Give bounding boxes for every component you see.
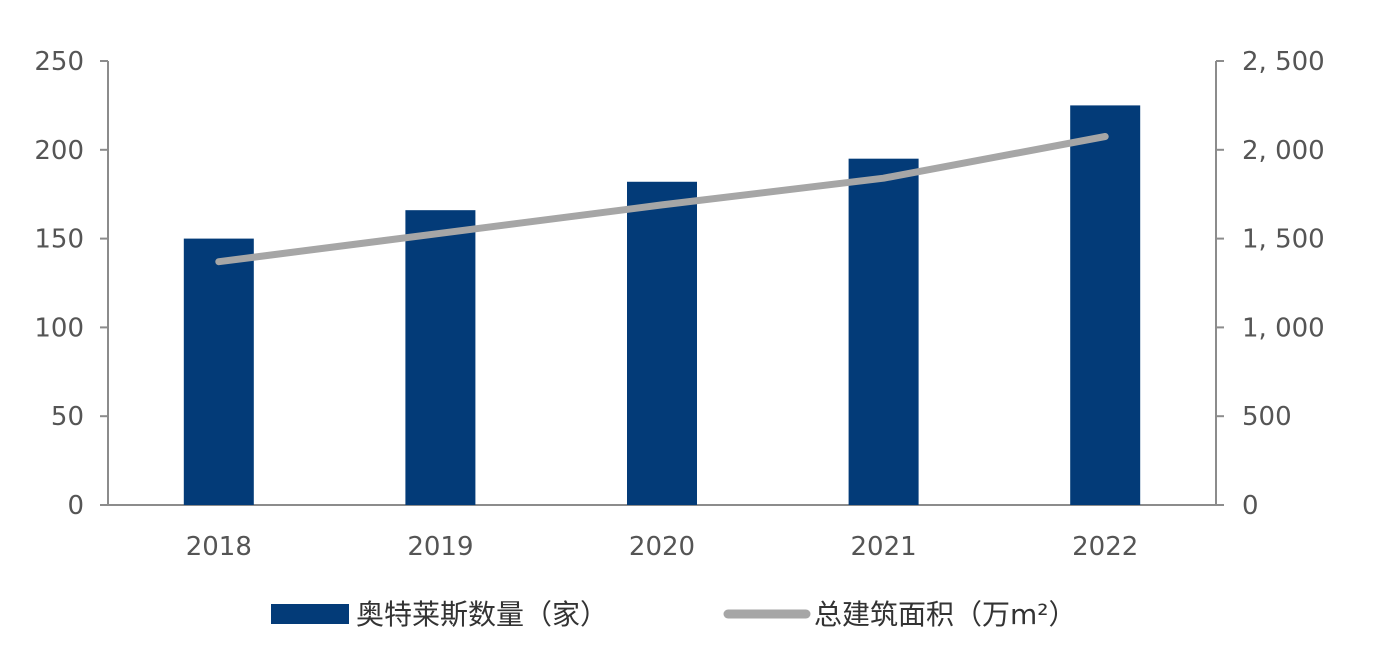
bar — [848, 158, 919, 505]
bar — [1070, 105, 1141, 506]
left-tick-label: 0 — [67, 491, 84, 521]
x-tick-label: 2019 — [407, 532, 473, 562]
left-tick-label: 150 — [34, 225, 84, 255]
x-tick-label: 2021 — [851, 532, 917, 562]
left-tick-label: 50 — [51, 402, 84, 432]
bar — [627, 181, 697, 505]
legend-label-line: 总建筑面积（万m²） — [814, 598, 1077, 631]
bar-series — [183, 105, 1141, 506]
x-tick-label: 2022 — [1072, 532, 1138, 562]
x-axis: 2018 2019 2020 2021 2022 — [108, 504, 1216, 562]
left-tick-label: 200 — [34, 136, 84, 166]
right-y-axis: 0 500 1, 000 1, 500 2, 000 2, 500 — [1215, 47, 1325, 521]
line-series — [215, 133, 1109, 266]
left-tick-label: 250 — [34, 47, 84, 77]
legend-swatch-bar — [271, 604, 349, 624]
x-tick-label: 2018 — [186, 532, 252, 562]
legend: 奥特莱斯数量（家） 总建筑面积（万m²） — [271, 598, 1077, 631]
bar — [405, 210, 476, 505]
right-tick-label: 1, 500 — [1242, 225, 1325, 255]
left-y-axis: 0 50 100 150 200 250 — [34, 47, 109, 521]
right-tick-label: 2, 500 — [1242, 47, 1325, 77]
line-path — [215, 133, 1109, 266]
right-tick-label: 1, 000 — [1242, 313, 1325, 343]
legend-label-bar: 奥特莱斯数量（家） — [356, 598, 608, 631]
right-tick-label: 0 — [1242, 491, 1259, 521]
right-tick-label: 2, 000 — [1242, 136, 1325, 166]
right-tick-label: 500 — [1242, 402, 1292, 432]
left-tick-label: 100 — [34, 313, 84, 343]
x-tick-label: 2020 — [629, 532, 695, 562]
bar — [183, 238, 254, 505]
